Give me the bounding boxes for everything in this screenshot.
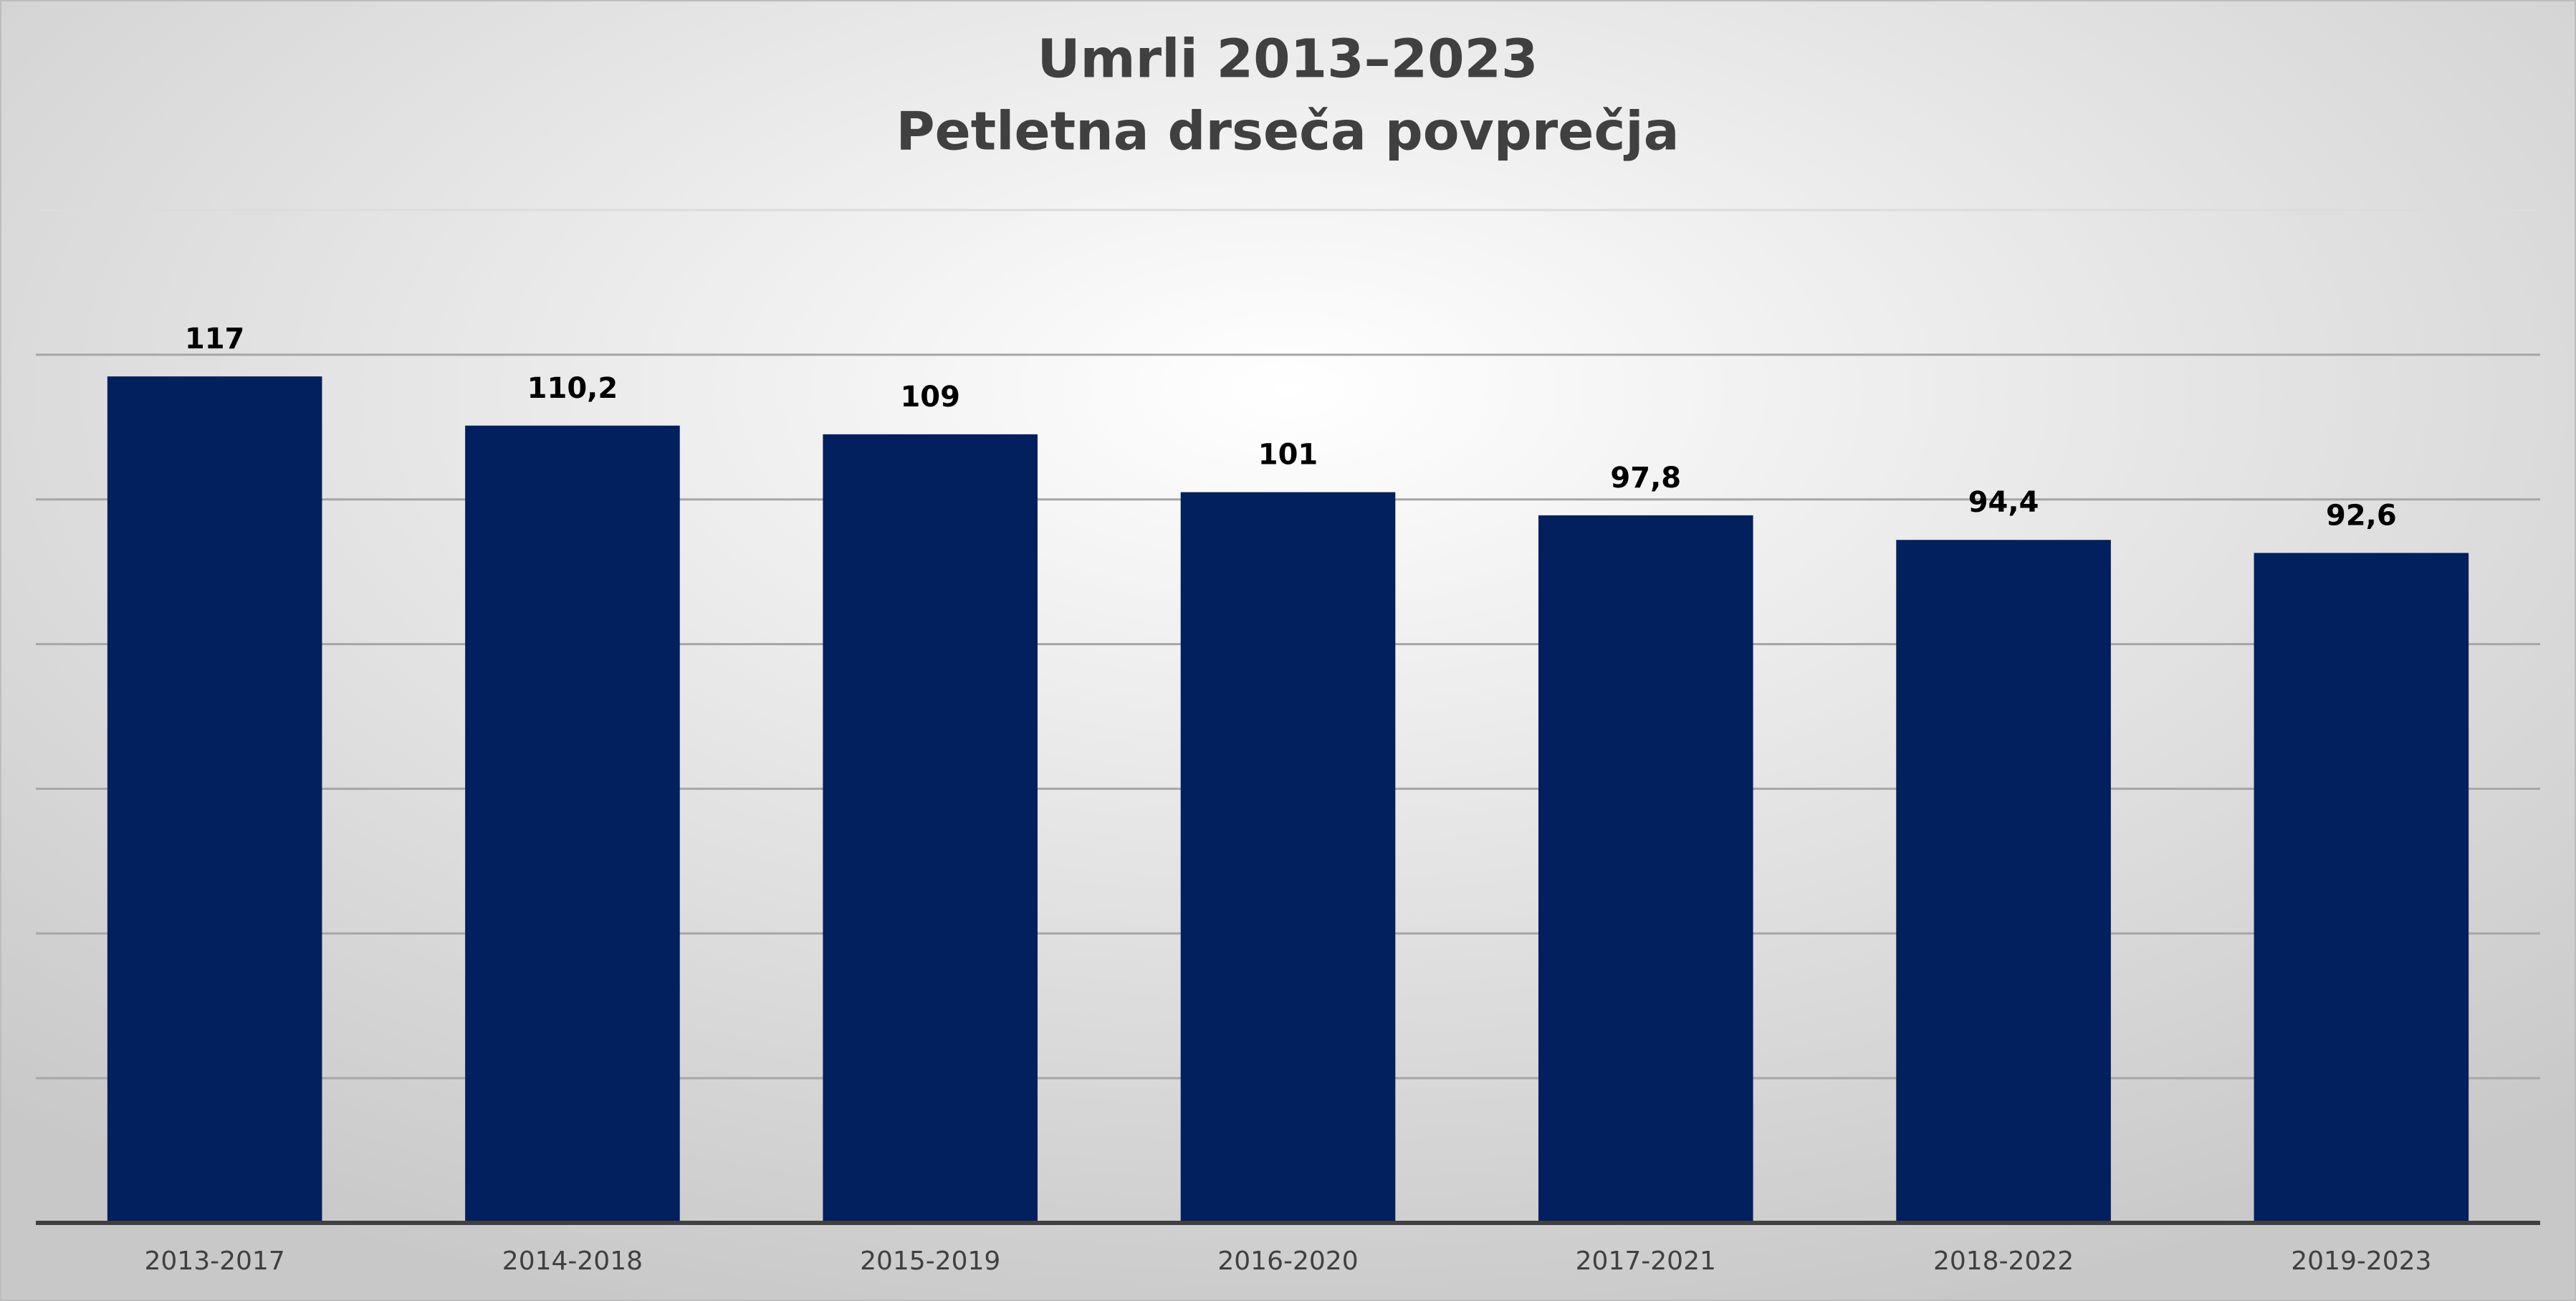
x-tick-label: 2019-2023	[2291, 1247, 2431, 1276]
data-label: 101	[1258, 439, 1318, 472]
chart-subtitle: Petletna drseča povprečja	[896, 101, 1679, 163]
x-tick-label: 2018-2022	[1933, 1247, 2074, 1276]
bar	[465, 425, 680, 1224]
x-tick-label: 2016-2020	[1217, 1247, 1358, 1276]
x-tick-label: 2013-2017	[145, 1247, 285, 1276]
data-label: 110,2	[527, 372, 618, 405]
x-tick-label: 2014-2018	[502, 1247, 643, 1276]
chart-title: Umrli 2013–2023	[1037, 29, 1538, 90]
bar	[107, 376, 322, 1223]
x-tick-label: 2017-2021	[1576, 1247, 1716, 1276]
data-label: 92,6	[2326, 499, 2397, 532]
bar	[1896, 540, 2111, 1223]
x-tick-label: 2015-2019	[860, 1247, 1000, 1276]
bar	[2254, 553, 2469, 1223]
data-label: 117	[185, 323, 245, 356]
data-label: 94,4	[1968, 486, 2039, 519]
data-label: 109	[900, 381, 960, 414]
bar	[823, 434, 1038, 1223]
data-label: 97,8	[1610, 462, 1681, 495]
bar	[1538, 515, 1753, 1223]
bar	[1180, 492, 1396, 1223]
